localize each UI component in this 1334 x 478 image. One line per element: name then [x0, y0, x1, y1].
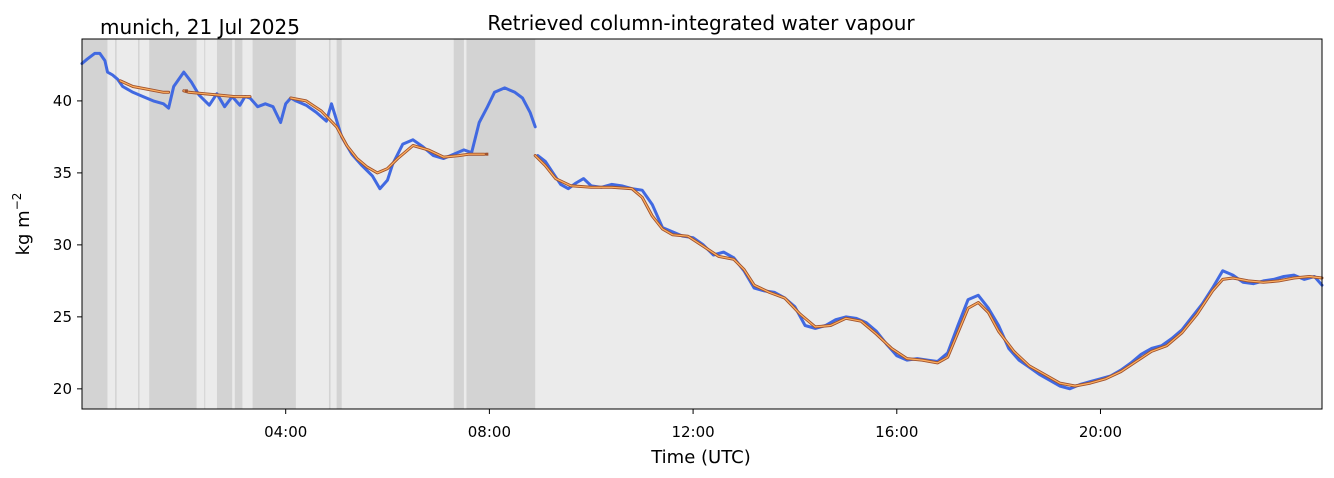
cloud-shade-band — [234, 39, 243, 409]
smoothed-series-line — [290, 97, 485, 174]
x-tick-label: 16:00 — [875, 423, 918, 441]
y-tick-label: 25 — [53, 308, 72, 326]
cloud-shade-band — [466, 39, 536, 409]
chart-title: Retrieved column-integrated water vapour — [487, 11, 915, 35]
smoothed-series-line — [534, 155, 1323, 387]
y-tick-label: 30 — [53, 236, 72, 254]
isolated-point — [184, 89, 188, 93]
plot-frame — [81, 38, 1323, 410]
smoothed-series-line — [183, 90, 251, 98]
y-tick-label: 40 — [53, 92, 72, 110]
cloud-shade-band — [138, 39, 140, 409]
y-axis-label: kg m−2 — [10, 193, 34, 256]
cloud-shade-band — [115, 39, 117, 409]
y-tick-label: 35 — [53, 164, 72, 182]
x-tick-label: 04:00 — [264, 423, 307, 441]
raw-series-line — [80, 51, 537, 191]
isolated-point — [485, 152, 489, 156]
x-axis: 04:00 08:00 12:00 16:00 20:00 — [264, 409, 1122, 441]
cloud-shade-band — [336, 39, 342, 409]
x-tick-label: 08:00 — [468, 423, 511, 441]
series-layer — [80, 51, 1324, 391]
cloud-shade-band — [328, 39, 331, 409]
location-date-label: munich, 21 Jul 2025 — [100, 15, 300, 39]
cloud-shade-band — [216, 39, 233, 409]
y-axis-label-exponent: −2 — [10, 193, 24, 211]
smoothed-series-line — [119, 80, 170, 93]
cloud-shade-band — [453, 39, 464, 409]
cloud-shade-band — [204, 39, 206, 409]
y-axis: 20 25 30 35 40 — [53, 92, 82, 398]
cloud-shade-band — [252, 39, 296, 409]
x-axis-label: Time (UTC) — [650, 447, 751, 468]
cloud-shade-band — [82, 39, 108, 409]
y-axis-label-unit: kg m — [13, 210, 34, 255]
y-tick-label: 20 — [53, 380, 72, 398]
x-tick-label: 20:00 — [1079, 423, 1122, 441]
x-tick-label: 12:00 — [671, 423, 714, 441]
